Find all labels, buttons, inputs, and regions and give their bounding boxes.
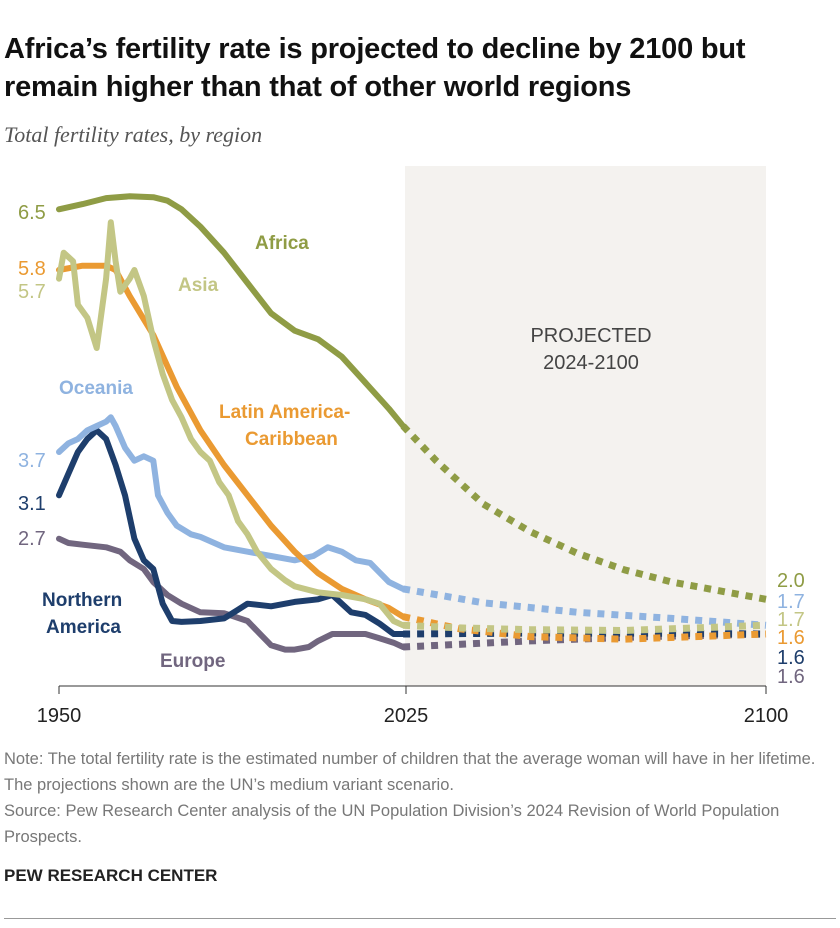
asia-historical-line (56, 219, 407, 629)
northern-america-end-value: 1.6 (777, 647, 805, 669)
oceania-end-value: 1.7 (777, 591, 805, 613)
asia-series-label: Asia (178, 275, 219, 296)
europe-end-value: 1.6 (777, 666, 805, 688)
asia-end-value: 1.7 (777, 609, 805, 631)
oceania-historical-line (56, 414, 407, 592)
source-text: Source: Pew Research Center analysis of … (4, 802, 780, 846)
europe-historical-line (56, 535, 407, 653)
chart-subtitle: Total fertility rates, by region (4, 122, 263, 147)
africa-series-label: Africa (255, 233, 309, 254)
pew-logo-text: PEW RESEARCH CENTER (4, 866, 218, 885)
africa-start-value: 6.5 (18, 202, 46, 224)
latam-projected-line (402, 613, 767, 643)
fertility-line-chart: PROJECTED 2024-2100 1950 2025 2100 6.5 5… (18, 166, 805, 727)
projected-years-label: 2024-2100 (543, 352, 639, 374)
chart-notes: Note: The total fertility rate is the es… (4, 746, 834, 850)
latam-start-value: 5.8 (18, 258, 46, 280)
footer-rule (4, 918, 836, 919)
note-text: Note: The total fertility rate is the es… (4, 750, 816, 794)
northern-america-start-value: 3.1 (18, 493, 46, 515)
oceania-start-value: 3.7 (18, 450, 46, 472)
northern-america-historical-line (56, 427, 407, 637)
chart-title: Africa’s fertility rate is projected to … (4, 33, 746, 103)
x-tick-label-2100: 2100 (744, 705, 789, 727)
northern-america-series-label-line1: Northern (42, 590, 122, 611)
latam-end-value: 1.6 (777, 627, 805, 649)
asia-start-value: 5.7 (18, 281, 46, 303)
africa-end-value: 2.0 (777, 570, 805, 592)
asia-projected-line (402, 621, 767, 635)
latam-series-label-line1: Latin America- (219, 402, 350, 423)
africa-historical-line (56, 193, 407, 429)
projected-region-shade (405, 166, 766, 686)
latam-historical-line (56, 262, 407, 620)
series-layer (56, 193, 767, 653)
latam-series-label-line2: Caribbean (245, 429, 338, 450)
oceania-series-label: Oceania (59, 378, 133, 399)
x-tick-label-1950: 1950 (37, 705, 82, 727)
projected-label: PROJECTED (530, 325, 651, 347)
europe-series-label: Europe (160, 651, 225, 672)
x-tick-label-2025: 2025 (384, 705, 429, 727)
europe-start-value: 2.7 (18, 528, 46, 550)
northern-america-series-label-line2: America (46, 617, 121, 638)
